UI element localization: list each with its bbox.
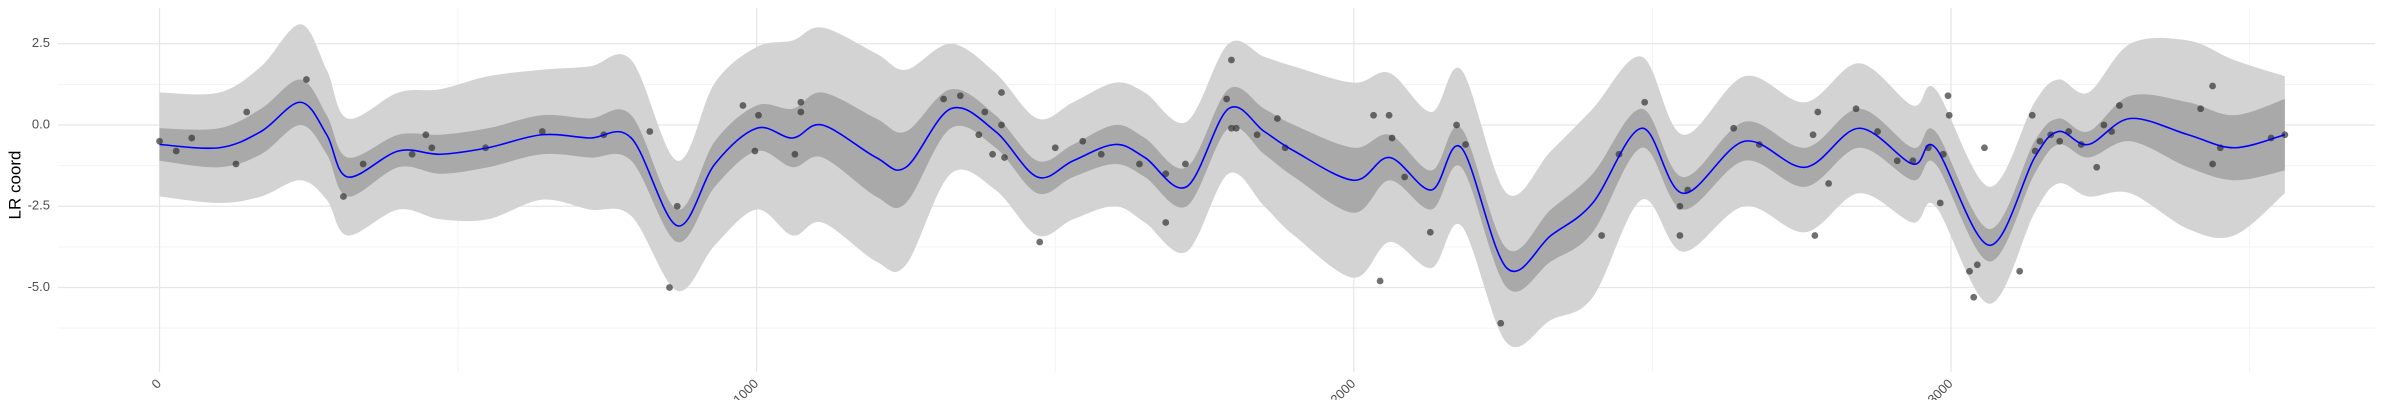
data-point xyxy=(1944,92,1952,100)
data-point xyxy=(2016,267,2024,275)
data-point xyxy=(998,121,1005,129)
data-point xyxy=(359,160,367,168)
data-point xyxy=(2209,160,2216,168)
data-point xyxy=(1973,261,1981,269)
data-point xyxy=(188,134,196,142)
y-tick-label: 2.5 xyxy=(32,35,50,50)
x-tick-label: 1000 xyxy=(730,376,761,400)
data-point xyxy=(1182,160,1189,168)
data-point xyxy=(1274,115,1281,122)
data-point xyxy=(1936,199,1944,207)
data-point xyxy=(1811,232,1819,239)
data-point xyxy=(2056,137,2064,145)
y-tick-label: 0.0 xyxy=(32,116,50,131)
data-point xyxy=(2028,111,2036,119)
data-point xyxy=(1814,108,1822,116)
data-point xyxy=(428,144,436,152)
data-point xyxy=(940,95,947,103)
data-point xyxy=(1426,228,1434,236)
data-point xyxy=(1462,141,1469,148)
data-point xyxy=(1136,160,1143,168)
data-point xyxy=(1981,144,1988,152)
data-point xyxy=(981,108,989,116)
data-point xyxy=(791,150,799,158)
data-point xyxy=(1232,124,1240,132)
data-point xyxy=(1966,267,1973,275)
data-point xyxy=(172,147,180,155)
outer-band xyxy=(159,24,2285,348)
data-point xyxy=(1730,124,1738,132)
data-point xyxy=(2116,102,2123,109)
data-point xyxy=(646,128,654,135)
data-point xyxy=(739,102,747,109)
data-point xyxy=(956,92,964,100)
data-point xyxy=(1945,111,1953,119)
data-point xyxy=(1497,319,1505,327)
inner-band xyxy=(159,79,2285,292)
data-point xyxy=(673,202,681,210)
data-point xyxy=(538,128,546,135)
data-point xyxy=(1253,131,1261,139)
data-point xyxy=(1641,98,1649,106)
data-point xyxy=(1385,111,1393,119)
data-point xyxy=(1388,134,1396,142)
data-point xyxy=(1453,121,1460,129)
data-point xyxy=(408,150,416,158)
data-point xyxy=(2100,121,2108,129)
data-point xyxy=(1162,219,1170,226)
data-point xyxy=(303,76,310,83)
data-point xyxy=(1909,157,1917,165)
y-axis-title: LR coord xyxy=(5,151,24,220)
y-tick-label: -2.5 xyxy=(28,198,50,213)
data-point xyxy=(2093,163,2101,171)
data-point xyxy=(156,137,163,145)
data-point xyxy=(1893,157,1901,165)
data-point xyxy=(989,150,996,158)
data-point xyxy=(666,284,673,291)
data-point xyxy=(1228,56,1235,64)
data-point xyxy=(1825,180,1832,187)
data-point xyxy=(1676,202,1684,210)
data-point xyxy=(1874,128,1881,135)
data-point xyxy=(1001,154,1008,161)
data-point xyxy=(2209,82,2216,90)
data-point xyxy=(1970,293,1978,301)
data-point xyxy=(797,108,805,116)
data-point xyxy=(1036,238,1044,246)
data-point xyxy=(232,160,240,168)
data-point xyxy=(2036,137,2044,145)
data-point xyxy=(797,98,805,106)
data-point xyxy=(1598,232,1606,239)
data-point xyxy=(1223,95,1231,103)
x-tick-label: 0 xyxy=(148,376,164,392)
data-point xyxy=(1097,150,1105,158)
data-point xyxy=(998,89,1005,96)
fit-line xyxy=(159,101,2286,272)
data-point xyxy=(243,108,251,116)
data-point xyxy=(422,131,430,139)
y-tick-label: -5.0 xyxy=(28,279,50,294)
x-tick-label: 2000 xyxy=(1327,376,1358,400)
data-point xyxy=(1852,105,1860,113)
x-tick-label: 3000 xyxy=(1925,376,1956,400)
data-point xyxy=(1162,170,1170,178)
data-point xyxy=(1401,173,1409,181)
data-point xyxy=(1228,124,1235,132)
data-point xyxy=(1676,232,1684,239)
data-point xyxy=(1370,111,1377,119)
data-point xyxy=(1809,131,1817,139)
data-point xyxy=(2197,105,2205,113)
data-point xyxy=(755,111,762,119)
data-point xyxy=(340,193,347,200)
data-point xyxy=(1051,144,1059,152)
data-point xyxy=(1376,277,1384,285)
data-point xyxy=(975,131,983,139)
data-point xyxy=(1079,137,1087,145)
data-point xyxy=(751,147,759,155)
